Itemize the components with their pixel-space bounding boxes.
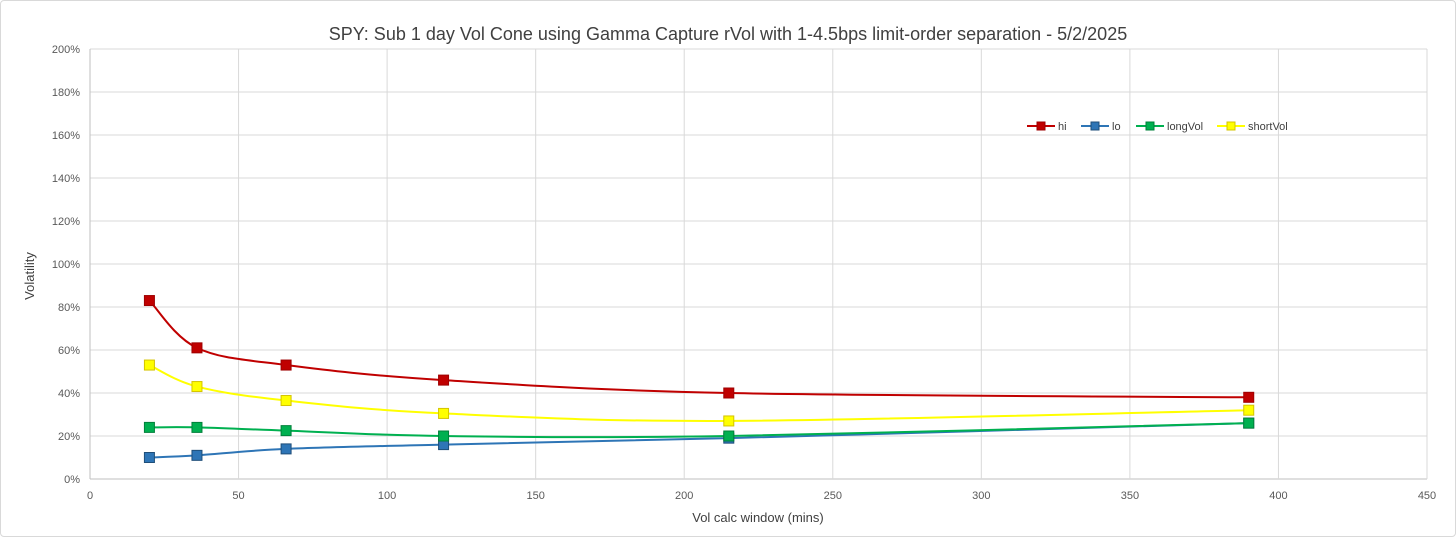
- data-point-shortVol: [191, 381, 203, 393]
- data-point-hi: [438, 374, 450, 386]
- series-group: [143, 295, 1255, 463]
- legend-item-shortVol: shortVol: [1217, 121, 1288, 133]
- data-point-shortVol: [280, 395, 292, 407]
- data-point-longVol: [191, 421, 203, 433]
- y-tick-label: 0%: [64, 474, 80, 486]
- data-point-shortVol: [143, 359, 155, 371]
- x-tick-label: 100: [378, 490, 396, 502]
- y-tick-label: 100%: [52, 259, 80, 271]
- data-point-shortVol: [723, 415, 735, 427]
- data-point-hi: [191, 342, 203, 354]
- data-point-hi: [723, 387, 735, 399]
- y-tick-label: 40%: [58, 388, 80, 400]
- legend-label: hi: [1058, 121, 1067, 133]
- y-tick-label: 200%: [52, 44, 80, 56]
- x-tick-label: 300: [972, 490, 990, 502]
- x-tick-label: 0: [87, 490, 93, 502]
- series-longVol: [143, 417, 1255, 442]
- data-point-lo: [191, 449, 203, 461]
- x-tick-label: 450: [1418, 490, 1436, 502]
- x-tick-label: 250: [824, 490, 842, 502]
- legend-item-lo: lo: [1081, 121, 1121, 133]
- x-tick-label: 400: [1269, 490, 1287, 502]
- y-tick-label: 80%: [58, 302, 80, 314]
- y-tick-label: 140%: [52, 173, 80, 185]
- series-lo: [143, 417, 1255, 463]
- chart-title: SPY: Sub 1 day Vol Cone using Gamma Capt…: [329, 24, 1127, 44]
- legend-marker: [1090, 121, 1100, 131]
- legend-marker: [1226, 121, 1236, 131]
- data-point-shortVol: [438, 407, 450, 419]
- axes: 0% 20% 40% 60% 80% 100% 120% 140% 160% 180% 200% 0 5…: [52, 44, 1436, 502]
- legend: hi lo longVol shortVol: [1027, 121, 1288, 133]
- x-tick-label: 200: [675, 490, 693, 502]
- legend-label: shortVol: [1248, 121, 1288, 133]
- data-point-hi: [1243, 391, 1255, 403]
- series-hi: [143, 295, 1255, 403]
- y-tick-label: 160%: [52, 130, 80, 142]
- y-tick-label: 60%: [58, 345, 80, 357]
- data-point-lo: [143, 452, 155, 463]
- legend-marker: [1145, 121, 1155, 131]
- data-point-longVol: [143, 421, 155, 433]
- series-line-hi: [148, 299, 1249, 399]
- x-tick-label: 350: [1121, 490, 1139, 502]
- y-tick-label: 180%: [52, 87, 80, 99]
- legend-item-longVol: longVol: [1136, 121, 1203, 133]
- gridlines: [89, 48, 1428, 480]
- legend-label: lo: [1112, 121, 1121, 133]
- data-point-hi: [280, 359, 292, 371]
- legend-marker: [1036, 121, 1046, 131]
- series-line-longVol: [149, 422, 1249, 439]
- data-point-longVol: [1243, 417, 1255, 429]
- data-point-lo: [280, 443, 292, 455]
- x-axis-label: Vol calc window (mins): [692, 510, 824, 525]
- legend-item-hi: hi: [1027, 121, 1067, 133]
- x-tick-label: 50: [232, 490, 244, 502]
- y-tick-label: 20%: [58, 431, 80, 443]
- legend-label: longVol: [1167, 121, 1203, 133]
- data-point-shortVol: [1243, 404, 1255, 416]
- data-point-longVol: [438, 430, 450, 442]
- data-point-hi: [143, 295, 155, 307]
- data-point-longVol: [280, 425, 292, 437]
- series-line-shortVol: [148, 364, 1249, 422]
- series-shortVol: [143, 359, 1255, 427]
- y-tick-label: 120%: [52, 216, 80, 228]
- data-point-longVol: [723, 430, 735, 442]
- y-axis-label: Volatility: [22, 252, 37, 300]
- x-tick-label: 150: [526, 490, 544, 502]
